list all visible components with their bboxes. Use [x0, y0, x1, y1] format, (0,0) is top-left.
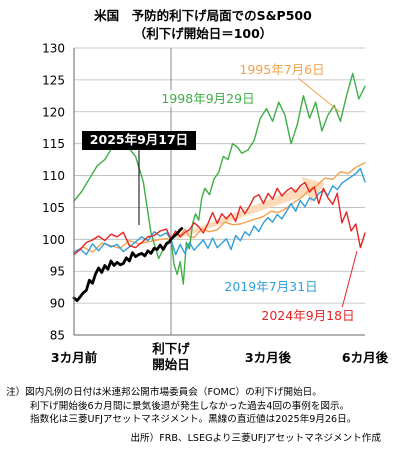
annotation-label-4: 2025年9月17日 — [90, 132, 188, 147]
series-line-2024年9月18日 — [73, 181, 366, 256]
series-lines — [72, 72, 366, 302]
y-tick-label: 130 — [42, 42, 65, 56]
annotation-box-4 — [82, 131, 196, 150]
annotation-label-1: 1998年9月29日 — [161, 91, 254, 106]
chart-title: 米国 予防的利下げ局面でのS&P500 — [93, 8, 312, 23]
y-tick-label: 95 — [50, 265, 65, 279]
trend-arrow-shape — [175, 177, 325, 240]
annotation-label-2: 2019年7月31日 — [224, 279, 317, 294]
annotation-bg-0 — [232, 61, 332, 78]
annotation-leader-3 — [341, 250, 358, 309]
annotation-bg-3 — [254, 307, 362, 324]
annotation-bg-2 — [216, 278, 326, 295]
note-line-1: 注）図内凡例の日付は米連邦公開市場委員会（FOMC）の利下げ開始日。 — [6, 387, 322, 398]
y-tick-label: 85 — [50, 329, 65, 343]
annotation-bg-1 — [154, 90, 262, 107]
annotation-label-0: 1995年7月6日 — [239, 62, 324, 77]
y-tick-label: 115 — [42, 137, 65, 151]
y-tick-label: 90 — [50, 297, 65, 311]
x-tick-label-3: 6カ月後 — [342, 350, 389, 365]
note-line-3: 指数化は三菱UFJアセットマネジメント。黒線の直近値は2025年9月26日。 — [30, 414, 357, 425]
y-tick-label: 100 — [42, 233, 65, 247]
trend-arrow — [175, 177, 325, 240]
x-tick-label-0: 3カ月前 — [51, 350, 98, 365]
y-tick-label: 125 — [42, 73, 65, 87]
annotation-leader-0 — [297, 77, 341, 113]
note-line-2: 利下げ開始後6カ月間に景気後退が発生しなかった過去4回の事例を図示。 — [30, 400, 350, 412]
annotations: 1995年7月6日 1998年9月29日 2019年7月31日 2024年9月18日 2… — [82, 61, 362, 324]
series-line-1998年9月29日 — [73, 72, 366, 285]
chart-subtitle: （利下げ開始日＝100） — [134, 26, 273, 41]
series-line-2019年7月31日 — [73, 167, 366, 256]
x-tick-label-1: 利下げ開始日 — [152, 341, 190, 372]
x-tick-label-2: 3カ月後 — [245, 350, 292, 365]
annotation-label-3: 2024年9月18日 — [261, 308, 354, 323]
source-note: 出所）FRB、LSEGより三菱UFJアセットマネジメント作成 — [130, 433, 381, 444]
y-tick-label: 105 — [42, 201, 65, 215]
y-tick-label: 110 — [42, 169, 65, 183]
y-tick-label: 120 — [42, 105, 65, 119]
axes: 85 90 95 100 105 110 115 120 125 130 3カ月前 利下げ開始日 3カ月… — [42, 42, 389, 373]
series-line-2025年9月17日 — [72, 227, 184, 302]
